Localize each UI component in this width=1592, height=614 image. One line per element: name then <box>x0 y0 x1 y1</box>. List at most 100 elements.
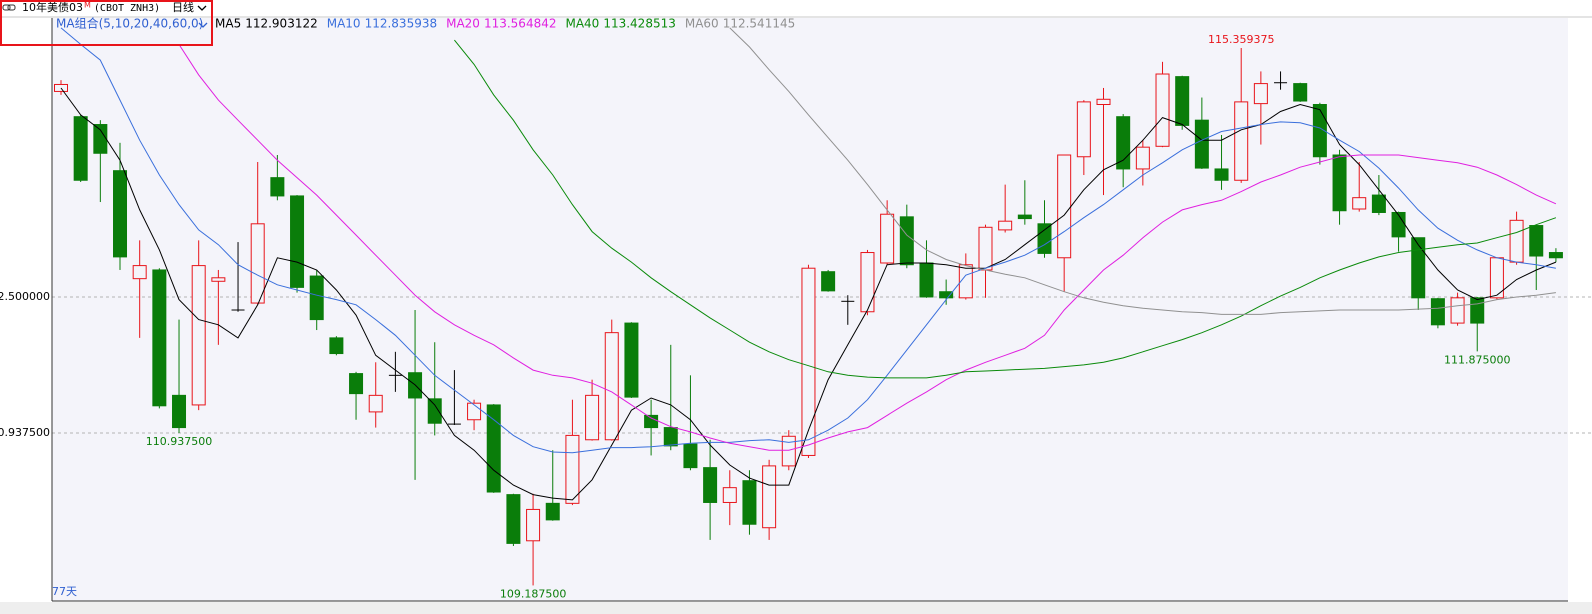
candle-body <box>1214 168 1229 181</box>
candle-body <box>113 170 128 258</box>
candle-body <box>978 226 993 271</box>
candle-body <box>919 262 934 298</box>
low-annotation: 111.875000 <box>1444 353 1510 366</box>
candle-body <box>1371 194 1386 213</box>
candle-body <box>270 177 285 197</box>
legend-name: MA40 <box>565 17 599 31</box>
y-tick-label: 112.500000 <box>0 290 50 303</box>
candle-body <box>644 414 659 429</box>
candle-body <box>1470 297 1485 324</box>
candle-body <box>427 398 442 424</box>
candle-body <box>958 264 973 299</box>
candle-body <box>93 124 108 154</box>
candle-body <box>54 83 68 92</box>
highlight-box <box>0 0 213 46</box>
legend: MA5 112.903122 MA10 112.835938 MA20 113.56484… <box>215 17 795 31</box>
period-dropdown-arrow[interactable] <box>197 5 207 11</box>
candle-body <box>781 435 796 467</box>
indicator-selector[interactable]: MA组合(5,10,20,40,60,0) <box>56 16 203 31</box>
bar-count: 77天 <box>52 585 77 598</box>
candle-body <box>467 402 482 421</box>
bottom-strip <box>0 602 1592 614</box>
candle-body <box>250 223 265 304</box>
candle-body <box>722 487 737 503</box>
candle-body <box>1430 298 1445 326</box>
candle-body <box>683 443 698 469</box>
candle-body <box>565 434 580 504</box>
candle-body <box>191 265 206 406</box>
candle-body <box>1548 252 1563 259</box>
candle-body <box>604 332 619 441</box>
link-icon-part <box>7 4 16 11</box>
link-icon-part <box>2 4 11 11</box>
legend-value: 113.428513 <box>603 17 676 31</box>
candle-body <box>309 275 324 321</box>
candle-body <box>1312 103 1327 158</box>
ma-line <box>60 27 1556 454</box>
ma-line <box>60 87 1557 501</box>
y-tick-label: 110.937500 <box>0 426 50 439</box>
candle-body <box>742 480 757 525</box>
candle-body <box>1411 237 1426 299</box>
candle-body <box>1253 83 1268 105</box>
ma-line <box>178 44 1557 451</box>
high-annotation: 115.359375 <box>1208 33 1274 46</box>
legend-name: MA5 <box>215 17 241 31</box>
candle-body <box>762 465 777 529</box>
candle-body <box>1293 83 1308 102</box>
candle-body <box>132 265 147 280</box>
instrument-symbol: (CBOT ZNH3) <box>94 3 160 14</box>
candle-body <box>1037 223 1052 254</box>
candle-body <box>349 373 364 395</box>
candle-body <box>1391 211 1406 238</box>
legend-value: 112.903122 <box>245 17 318 31</box>
candle-body <box>211 277 226 282</box>
candle-body <box>801 267 816 456</box>
candle-body <box>1529 225 1544 257</box>
candle-body <box>663 427 678 447</box>
candle-body <box>1194 119 1209 169</box>
instrument-flag: M <box>84 1 91 10</box>
candle-body <box>939 291 954 299</box>
candle-body <box>1017 214 1032 220</box>
candle-body <box>329 337 344 355</box>
candle-body <box>545 502 560 521</box>
candle-body <box>1057 154 1072 259</box>
period-selector[interactable]: 日线 <box>172 0 194 14</box>
legend-value: 113.564842 <box>484 17 557 31</box>
header-bar <box>0 0 1592 17</box>
candle-body <box>526 508 541 542</box>
candle-body <box>899 216 914 266</box>
candle-body <box>506 494 521 544</box>
candle-body <box>172 394 187 429</box>
candle-body <box>1234 101 1249 181</box>
low-annotation: 110.937500 <box>146 435 212 448</box>
candle-body <box>73 116 88 181</box>
candle-body <box>998 220 1013 231</box>
legend-name: MA10 <box>327 17 361 31</box>
ma-line <box>729 27 1556 315</box>
candle-body <box>290 195 305 288</box>
candle-body <box>1332 154 1347 212</box>
legend-name: MA20 <box>446 17 480 31</box>
candle-body <box>368 394 383 413</box>
candle-body <box>486 404 501 493</box>
candle-body <box>1155 73 1170 147</box>
instrument-name[interactable]: 10年美债03 <box>22 0 83 14</box>
candle-body <box>1175 76 1190 126</box>
candle-body <box>1076 101 1091 158</box>
indicator-dropdown-arrow[interactable] <box>198 22 208 28</box>
candle-body <box>880 213 895 264</box>
candle-body <box>860 252 875 313</box>
low-annotation: 109.187500 <box>500 587 566 600</box>
candle-body <box>1135 146 1150 170</box>
candle-body <box>624 322 639 398</box>
candle-body <box>152 269 167 407</box>
candle-body <box>1509 219 1524 263</box>
candle-body <box>1352 197 1367 210</box>
link-icon[interactable] <box>2 4 16 11</box>
candle-body <box>821 271 836 292</box>
plot <box>54 27 1563 586</box>
candle-body <box>1096 98 1111 105</box>
